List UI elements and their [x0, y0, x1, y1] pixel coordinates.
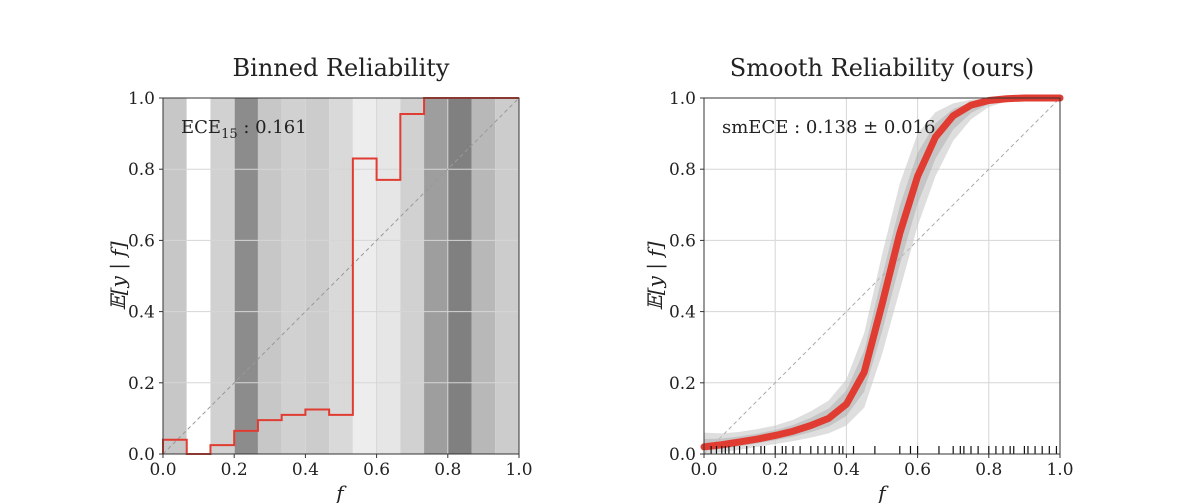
bin-shade	[471, 98, 496, 454]
ece-label: ECE	[181, 117, 221, 138]
y-tick-label: 0.6	[669, 231, 696, 251]
smooth-reliability-curve	[700, 94, 1064, 451]
plot-frame	[162, 97, 520, 455]
x-tick-label: 1.0	[1046, 460, 1073, 480]
y-tick-label: 0.0	[128, 445, 155, 465]
x-axis-label: f	[876, 481, 889, 503]
x-tick-label: 0.0	[690, 460, 717, 480]
y-tick-label: 0.8	[128, 160, 155, 180]
ece-value: : 0.161	[238, 117, 307, 138]
y-axis-label: 𝔼[y | f]	[106, 241, 131, 310]
bin-shade	[424, 98, 448, 454]
binned-reliability-panel: Binned Reliability 0.0 0.2 0.4 0.6 0.8 1.0 0.…	[106, 54, 533, 503]
bin-shade	[447, 98, 472, 454]
smooth-title: Smooth Reliability (ours)	[730, 54, 1034, 82]
bin-shade	[352, 98, 377, 454]
binned-step-line	[162, 97, 519, 455]
x-tick-label: 0.4	[292, 460, 319, 480]
x-tick-label: 0.6	[904, 460, 931, 480]
bin-shade	[210, 98, 235, 454]
x-tick-label: 0.0	[149, 460, 176, 480]
x-tick-label: 0.2	[762, 460, 789, 480]
x-tick-label: 0.8	[434, 460, 461, 480]
bin-shade	[400, 98, 425, 454]
y-tick-label: 0.4	[128, 303, 155, 323]
y-tick-label: 0.0	[669, 445, 696, 465]
y-tick-label: 1.0	[128, 89, 155, 109]
x-tick-label: 0.2	[221, 460, 248, 480]
bin-shade	[234, 98, 258, 454]
x-tick-label: 0.4	[833, 460, 860, 480]
x-tick-label: 0.6	[363, 460, 390, 480]
y-tick-label: 0.4	[669, 303, 696, 323]
y-tick-label: 0.6	[128, 231, 155, 251]
smece-annotation: smECE : 0.138 ± 0.016	[722, 117, 935, 138]
smooth-reliability-panel: Smooth Reliability (ours) 0.0 0.2 0.4 0.6 0.…	[643, 54, 1074, 503]
confidence-band	[704, 98, 1060, 454]
bin-shade	[329, 98, 353, 454]
y-tick-label: 1.0	[669, 89, 696, 109]
x-tick-label: 1.0	[505, 460, 532, 480]
binned-title: Binned Reliability	[233, 54, 450, 82]
ece-subscript: 15	[221, 127, 238, 142]
bin-shade	[281, 98, 306, 454]
bin-shade	[495, 98, 519, 454]
plot-frame	[703, 97, 1061, 455]
ece-annotation: ECE15 : 0.161	[181, 117, 307, 142]
bin-shade	[257, 98, 282, 454]
bin-shade	[305, 98, 330, 454]
y-tick-label: 0.2	[128, 374, 155, 394]
y-axis-label: 𝔼[y | f]	[643, 241, 668, 310]
bin-shade	[186, 98, 211, 454]
bin-shade	[163, 98, 187, 454]
y-tick-label: 0.2	[669, 374, 696, 394]
x-tick-label: 0.8	[975, 460, 1002, 480]
x-axis-label: f	[334, 481, 347, 503]
bin-shade	[376, 98, 401, 454]
y-tick-label: 0.8	[669, 160, 696, 180]
